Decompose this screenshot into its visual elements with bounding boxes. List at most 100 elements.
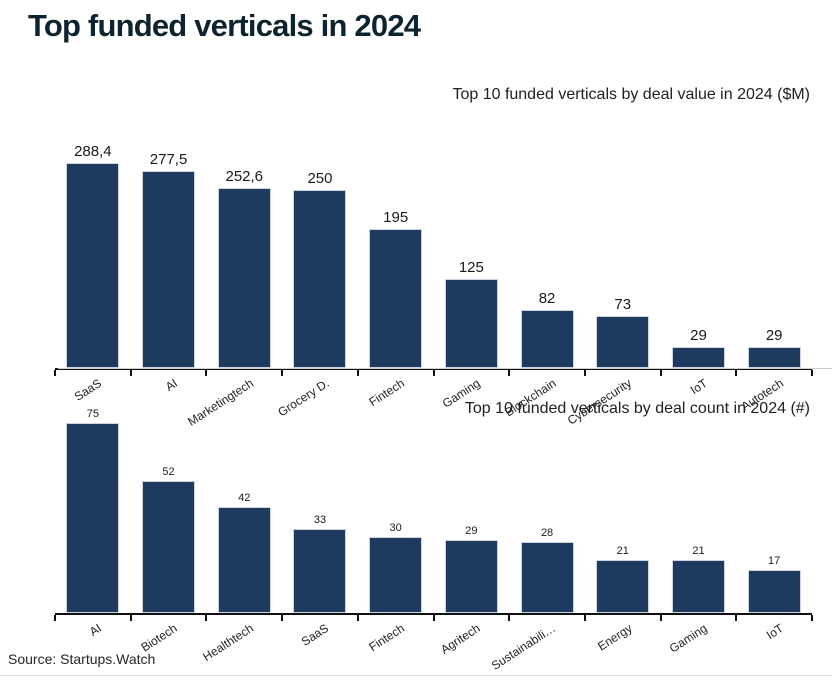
bar-cell: 277,5 <box>131 151 207 368</box>
bar-value-label: 52 <box>162 466 175 479</box>
bar-value-label: 29 <box>765 327 783 345</box>
axis-tick <box>205 370 208 376</box>
bar-value-label: 250 <box>307 170 333 188</box>
axis-tick <box>508 370 511 376</box>
axis-tick <box>281 370 284 376</box>
axis-tick <box>129 615 132 621</box>
bar <box>369 537 423 613</box>
bar-cell: 82 <box>509 290 585 368</box>
x-axis-label: IoT <box>763 621 786 643</box>
axis-tick <box>583 370 586 376</box>
x-axis-label: Energy <box>594 621 635 654</box>
axis-tick <box>659 370 662 376</box>
axis-tick <box>432 615 435 621</box>
axis-tick <box>205 615 208 621</box>
bar-cell: 42 <box>206 492 282 613</box>
bar-cell: 195 <box>358 209 434 368</box>
bar-value-label: 29 <box>465 524 478 537</box>
bar-cell: 17 <box>736 555 812 613</box>
bar <box>520 542 574 613</box>
bar-value-label: 21 <box>616 544 629 557</box>
axis-tick <box>356 615 359 621</box>
bar <box>671 347 725 368</box>
axis-tick <box>735 370 738 376</box>
bar-value-label: 30 <box>389 522 402 534</box>
bar <box>671 559 725 613</box>
bar <box>293 190 347 368</box>
bar <box>293 529 347 613</box>
bar-cell: 28 <box>509 527 585 613</box>
x-axis-label: Gaming <box>667 621 710 656</box>
source-caption: Source: Startups.Watch <box>8 651 156 667</box>
bar <box>444 279 498 368</box>
axis-tick <box>432 370 435 376</box>
bar-value-label: 73 <box>614 296 632 314</box>
axis-tick <box>659 615 662 621</box>
bar-cell: 29 <box>661 327 737 368</box>
bar-value-label: 17 <box>768 554 781 567</box>
bar-cell: 21 <box>661 545 737 613</box>
bottom-border <box>0 675 832 676</box>
axis-tick <box>281 615 284 621</box>
bar <box>596 316 650 368</box>
bar-cell: 29 <box>736 327 812 368</box>
bar-value-label: 195 <box>383 209 409 227</box>
axis-tick <box>811 615 813 621</box>
bar-value-label: 288,4 <box>74 143 112 160</box>
axis-tick <box>811 370 813 376</box>
x-axis-label: Fintech <box>366 621 408 655</box>
bar <box>520 309 574 368</box>
axis-tick <box>508 615 511 621</box>
deal-value-x-axis <box>54 368 813 376</box>
x-axis-label: Healthtech <box>199 621 256 664</box>
bar <box>444 539 498 613</box>
page-title: Top funded verticals in 2024 <box>28 8 421 43</box>
axis-tick <box>54 615 56 621</box>
bar-value-label: 252,6 <box>225 168 264 186</box>
bar <box>747 569 801 613</box>
bar-cell: 252,6 <box>206 168 282 368</box>
bar <box>142 481 196 613</box>
deal-value-chart-subtitle: Top 10 funded verticals by deal value in… <box>452 86 810 103</box>
x-axis-label: SaaS <box>299 621 332 649</box>
bar-cell: 29 <box>434 525 510 613</box>
axis-tick <box>54 370 56 376</box>
bar <box>142 170 196 368</box>
bar-value-label: 75 <box>86 408 99 420</box>
axis-tick <box>356 370 359 376</box>
bar <box>596 559 650 613</box>
deal-value-bars: 288,4 277,5 252,6 250 195 125 82 73 29 29 <box>55 70 812 368</box>
bar-value-label: 21 <box>692 544 705 557</box>
axis-tick <box>735 615 738 621</box>
bar-value-label: 125 <box>458 259 484 277</box>
bar-cell: 125 <box>434 259 510 368</box>
bar-cell: 250 <box>282 170 358 368</box>
deal-count-chart: 75 52 42 33 30 29 28 21 21 17 Top 10 funded verti… <box>54 385 813 673</box>
deal-count-chart-subtitle: Top 10 funded verticals by deal count in… <box>464 400 810 417</box>
bar-cell: 21 <box>585 545 661 613</box>
deal-count-x-axis-labels: AI Biotech Healthtech SaaS Fintech Agritech Su… <box>55 615 812 673</box>
bar-cell: 33 <box>282 514 358 613</box>
bar-cell: 75 <box>55 408 131 613</box>
bar-value-label: 42 <box>238 491 251 504</box>
bar-cell: 288,4 <box>55 143 131 368</box>
bar-value-label: 277,5 <box>149 150 188 168</box>
deal-count-x-axis <box>54 613 813 621</box>
bar-cell: 30 <box>358 522 434 613</box>
axis-tick <box>583 615 586 621</box>
bar <box>217 506 271 613</box>
axis-tick <box>129 370 132 376</box>
bar-cell: 73 <box>585 296 661 368</box>
deal-count-bars: 75 52 42 33 30 29 28 21 21 17 <box>55 385 812 613</box>
bar-value-label: 29 <box>690 327 707 345</box>
bar <box>66 163 120 368</box>
bar <box>747 347 801 368</box>
bar-value-label: 28 <box>540 527 554 540</box>
bar-value-label: 82 <box>538 289 556 307</box>
deal-value-chart: 288,4 277,5 252,6 250 195 125 82 73 29 29 Top 10 … <box>54 70 813 429</box>
bar <box>217 188 271 368</box>
chart-divider <box>58 368 832 369</box>
bar <box>369 229 423 368</box>
bar <box>66 423 120 613</box>
